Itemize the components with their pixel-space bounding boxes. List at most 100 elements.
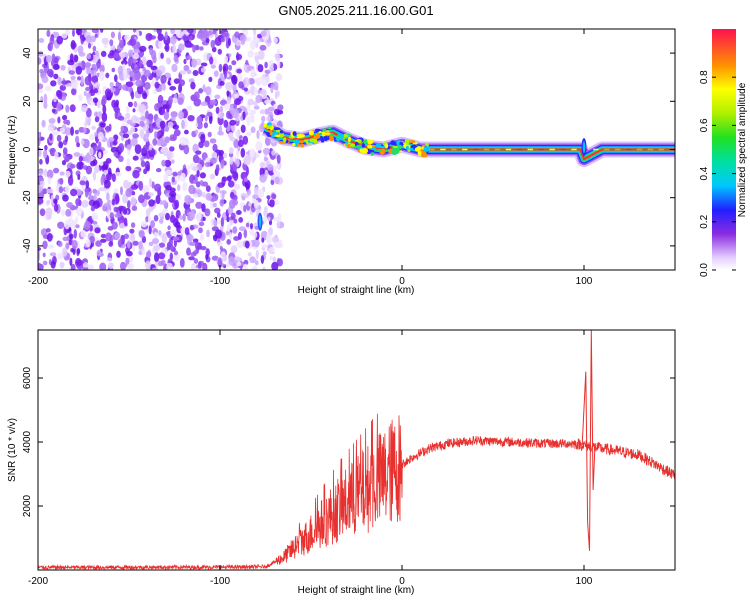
noise-blob: [145, 208, 151, 217]
noise-blob: [102, 104, 107, 115]
noise-blob: [253, 29, 257, 36]
noise-blob: [81, 183, 86, 191]
noise-blob: [109, 39, 114, 47]
noise-blob: [222, 152, 228, 159]
noise-blob: [132, 240, 139, 246]
noise-blob: [167, 121, 174, 129]
noise-blob: [125, 250, 133, 257]
ridge-blob: [309, 138, 315, 143]
colorbar-tick-label: 0.0: [699, 263, 710, 277]
noise-blob: [246, 189, 251, 196]
noise-blob: [114, 232, 121, 240]
noise-blob: [211, 151, 218, 158]
noise-blob: [100, 50, 107, 58]
noise-blob: [124, 34, 130, 41]
noise-blob: [111, 198, 116, 206]
noise-blob: [210, 39, 216, 49]
noise-blob: [224, 55, 228, 64]
noise-blob: [123, 75, 128, 81]
noise-blob: [192, 193, 199, 199]
noise-blob: [240, 261, 244, 266]
noise-blob: [176, 30, 183, 39]
noise-blob: [154, 81, 160, 89]
noise-blob: [186, 247, 191, 256]
colorbar-tick-label: 0.4: [699, 166, 710, 180]
noise-blob: [53, 63, 60, 70]
noise-blob: [68, 70, 76, 75]
noise-blob: [138, 59, 143, 68]
ridge-blob: [300, 143, 305, 148]
noise-blob: [234, 131, 239, 137]
noise-blob: [91, 63, 97, 71]
ridge-blob: [322, 128, 327, 132]
noise-blob: [220, 159, 224, 169]
ridge-blob: [300, 134, 305, 138]
noise-blob: [70, 40, 76, 50]
noise-blob: [242, 77, 250, 87]
noise-blob: [38, 197, 44, 205]
noise-blob: [44, 85, 52, 92]
noise-blob: [44, 144, 48, 151]
noise-blob: [138, 103, 146, 113]
noise-blob: [54, 198, 58, 205]
noise-blob: [189, 210, 196, 220]
noise-blob: [99, 29, 104, 33]
noise-blob: [56, 102, 62, 112]
noise-blob: [130, 222, 136, 228]
noise-blob: [38, 132, 41, 138]
noise-blob: [244, 179, 251, 190]
noise-blob: [50, 261, 56, 269]
noise-blob: [235, 40, 241, 47]
noise-blob: [126, 81, 134, 87]
ridge-blob: [366, 139, 374, 145]
noise-blob: [188, 256, 195, 261]
noise-blob: [224, 103, 231, 110]
noise-blob: [42, 149, 48, 159]
noise-blob: [216, 212, 221, 218]
noise-blob: [179, 258, 185, 268]
noise-blob: [84, 154, 92, 163]
noise-blob: [259, 76, 265, 82]
noise-blob: [252, 238, 260, 248]
noise-blob: [266, 232, 270, 238]
noise-blob: [196, 169, 200, 178]
snr-series-line: [38, 413, 675, 570]
noise-blob: [176, 195, 181, 201]
noise-blob: [164, 31, 168, 41]
noise-blob: [271, 261, 279, 270]
noise-blob: [55, 89, 62, 98]
noise-blob: [207, 194, 213, 200]
noise-blob: [201, 29, 209, 39]
ridge-blob: [283, 137, 287, 143]
noise-blob: [85, 35, 92, 44]
noise-blob: [123, 179, 130, 189]
noise-blob: [158, 95, 164, 102]
noise-blob: [148, 192, 154, 197]
noise-blob: [161, 159, 166, 167]
noise-blob: [277, 104, 284, 111]
noise-blob: [126, 158, 131, 167]
noise-blob: [103, 169, 109, 175]
noise-blob: [267, 163, 274, 171]
noise-blob: [161, 141, 168, 147]
noise-blob: [247, 98, 254, 106]
noise-blob: [183, 64, 190, 72]
noise-blob: [101, 37, 109, 45]
ridge-blob: [292, 142, 296, 147]
noise-blob: [171, 176, 176, 183]
noise-blob: [147, 215, 151, 224]
noise-blob: [170, 159, 175, 164]
noise-blob: [242, 135, 249, 145]
noise-blob: [148, 177, 152, 188]
noise-blob: [144, 137, 150, 143]
noise-blob: [264, 61, 268, 69]
noise-blob: [42, 260, 48, 266]
noise-blob: [47, 127, 54, 131]
noise-blob: [109, 212, 115, 220]
noise-blob: [46, 214, 52, 220]
noise-blob: [77, 174, 81, 181]
noise-blob: [197, 123, 203, 130]
noise-blob: [275, 53, 281, 62]
x-tick-label: 0: [399, 276, 405, 287]
noise-blob: [91, 29, 99, 34]
